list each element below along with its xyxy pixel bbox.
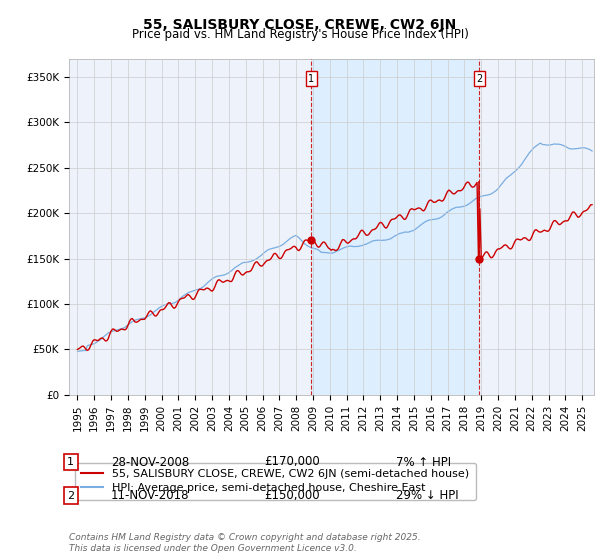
Text: £150,000: £150,000 [264, 489, 320, 502]
Text: 55, SALISBURY CLOSE, CREWE, CW2 6JN: 55, SALISBURY CLOSE, CREWE, CW2 6JN [143, 18, 457, 32]
Text: 1: 1 [67, 457, 74, 467]
Text: 2: 2 [476, 74, 482, 84]
Text: 29% ↓ HPI: 29% ↓ HPI [396, 489, 458, 502]
Text: 2: 2 [67, 491, 74, 501]
Text: Contains HM Land Registry data © Crown copyright and database right 2025.
This d: Contains HM Land Registry data © Crown c… [69, 533, 421, 553]
Legend: 55, SALISBURY CLOSE, CREWE, CW2 6JN (semi-detached house), HPI: Average price, s: 55, SALISBURY CLOSE, CREWE, CW2 6JN (sem… [74, 463, 476, 500]
Text: 11-NOV-2018: 11-NOV-2018 [111, 489, 190, 502]
Text: Price paid vs. HM Land Registry's House Price Index (HPI): Price paid vs. HM Land Registry's House … [131, 28, 469, 41]
Text: 28-NOV-2008: 28-NOV-2008 [111, 455, 189, 469]
Text: 7% ↑ HPI: 7% ↑ HPI [396, 455, 451, 469]
Text: £170,000: £170,000 [264, 455, 320, 469]
Text: 1: 1 [308, 74, 314, 84]
Bar [311, 59, 479, 395]
